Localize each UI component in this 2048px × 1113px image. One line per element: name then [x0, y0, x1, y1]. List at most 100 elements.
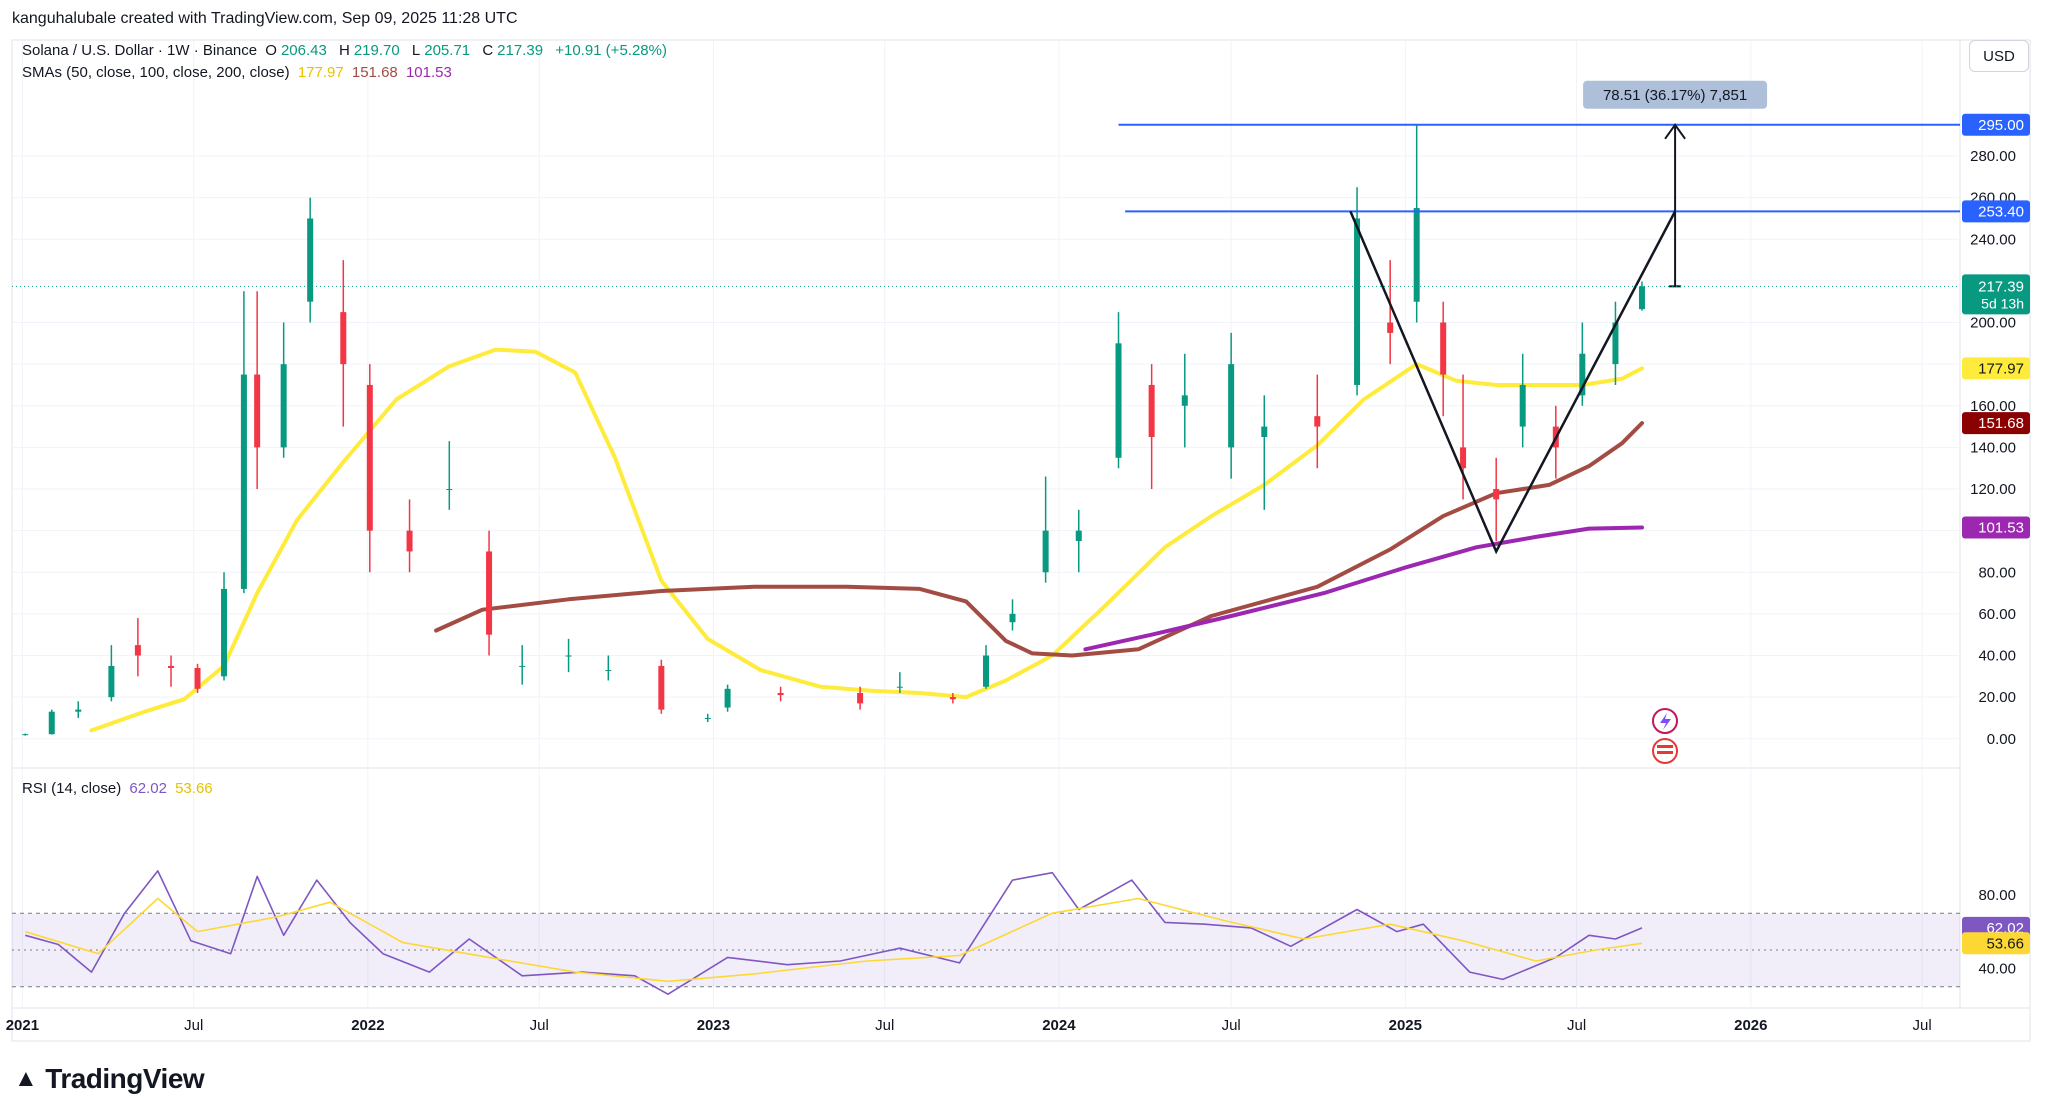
candle-down	[366, 364, 373, 573]
candle-body	[22, 734, 29, 736]
sma50-badge-bg	[1962, 357, 2030, 380]
candle-up	[983, 645, 989, 689]
sma200-line	[1083, 525, 1644, 652]
event-icons	[1652, 708, 1678, 764]
open-value: 206.43	[280, 42, 327, 59]
sma50-badge: 177.97	[1962, 357, 2030, 380]
level-badge-lower-bg	[1962, 200, 2030, 223]
candle-body	[1612, 322, 1619, 365]
level-badge-upper-bg	[1962, 113, 2030, 136]
price-axis: 0.0020.0040.0060.0080.00100.00120.00140.…	[1962, 113, 2030, 977]
rsi-ma-badge-text: 53.66	[1986, 935, 2024, 952]
candle-up	[280, 322, 287, 458]
candle-down	[194, 663, 201, 693]
candle-up	[1413, 124, 1420, 323]
candle-body	[446, 489, 453, 491]
candle-body	[168, 665, 175, 668]
rsi-ma-badge-bg	[1962, 932, 2030, 955]
candle-down	[340, 260, 347, 427]
time-tick-label: 2023	[697, 1017, 730, 1034]
candle-up	[1181, 353, 1188, 448]
candle-body	[1579, 353, 1586, 396]
candle-body	[1228, 364, 1235, 448]
candle-down	[658, 659, 665, 714]
sma200-value: 101.53	[405, 64, 452, 81]
time-tick-label: Jul	[1222, 1017, 1241, 1034]
candle-down	[406, 499, 413, 573]
candle-body	[1148, 384, 1155, 437]
rsi-legend[interactable]: RSI (14, close) 62.02 53.66	[22, 780, 217, 797]
symbol-legend[interactable]: Solana / U.S. Dollar · 1W · Binance O 206…	[22, 42, 667, 59]
rsi-ma-value: 53.66	[175, 780, 213, 797]
candle-body	[254, 374, 261, 448]
last-price-text: 217.39	[1978, 278, 2024, 295]
price-tick-label: 20.00	[1978, 689, 2016, 706]
candle-down	[486, 530, 493, 656]
candle-down	[1493, 457, 1500, 542]
measure-label-text: 78.51 (36.17%) 7,851	[1603, 87, 1747, 104]
flag-stripe	[1657, 751, 1673, 754]
candle-up	[22, 733, 29, 736]
measure-label-bg	[1583, 80, 1768, 109]
created-by-label: kanguhalubale created with TradingView.c…	[12, 10, 518, 27]
candle-up	[1261, 395, 1268, 510]
sma200-badge: 101.53	[1962, 516, 2030, 539]
rsi-tick-label: 80.00	[1978, 887, 2016, 904]
sma100-badge-text: 151.68	[1978, 415, 2024, 432]
time-tick-label: 2022	[351, 1017, 384, 1034]
close-value: 217.39	[497, 42, 544, 59]
candle-body	[896, 686, 903, 688]
candle-body	[605, 670, 612, 672]
candle-up	[1075, 509, 1082, 573]
candle-up	[48, 709, 55, 735]
time-tick-label: 2021	[6, 1017, 39, 1034]
symbol-name: Solana / U.S. Dollar · 1W · Binance	[22, 42, 258, 59]
rsi-ma-line	[25, 897, 1643, 983]
candle-body	[857, 692, 864, 704]
candle-body	[724, 688, 731, 708]
measure-arrowhead	[1664, 123, 1686, 140]
candle-up	[1115, 312, 1122, 469]
candle-body	[1075, 530, 1082, 542]
candle-down	[1460, 374, 1467, 500]
tradingview-logo: ▲ TradingView	[14, 1063, 205, 1095]
candle-body	[1638, 286, 1645, 310]
currency-button[interactable]: USD	[1969, 40, 2029, 72]
candle-down	[777, 686, 784, 702]
sma-legend[interactable]: SMAs (50, close, 100, close, 200, close)…	[22, 64, 456, 81]
lightning-icon	[1660, 713, 1671, 730]
brand-name: TradingView	[45, 1063, 205, 1094]
candle-down	[168, 655, 175, 687]
price-tick-label: 240.00	[1970, 231, 2016, 248]
candle-body	[1314, 416, 1321, 427]
candle-body	[949, 697, 956, 700]
level-badge-lower: 253.40	[1962, 200, 2030, 223]
price-tick-label: 80.00	[1978, 564, 2016, 581]
candle-up	[240, 291, 247, 594]
candle-body	[777, 692, 784, 696]
candle-down	[1440, 301, 1447, 417]
price-tick-label: 200.00	[1970, 315, 2016, 332]
sma-label: SMAs (50, close, 100, close, 200, close)	[22, 64, 290, 81]
sma100-badge: 151.68	[1962, 412, 2030, 435]
candle-body	[1440, 322, 1447, 375]
low-value: 205.71	[424, 42, 471, 59]
candle-body	[194, 667, 201, 689]
tradingview-logo-icon: ▲	[14, 1065, 38, 1092]
candle-body	[519, 665, 526, 667]
time-tick-label: 2025	[1389, 1017, 1422, 1034]
measure-label: 78.51 (36.17%) 7,851	[1583, 80, 1768, 109]
candle-up	[605, 655, 612, 681]
level-badge-lower-text: 253.40	[1978, 203, 2024, 220]
time-tick-label: Jul	[1913, 1017, 1932, 1034]
candle-up	[446, 441, 453, 510]
candle-body	[240, 374, 247, 589]
candle-up	[519, 645, 526, 685]
v-pattern-lines	[1349, 210, 1677, 555]
candle-body	[1181, 395, 1188, 406]
candle-body	[221, 588, 228, 677]
candle-down	[1148, 364, 1155, 490]
last-price-badge-bg	[1962, 274, 2030, 315]
